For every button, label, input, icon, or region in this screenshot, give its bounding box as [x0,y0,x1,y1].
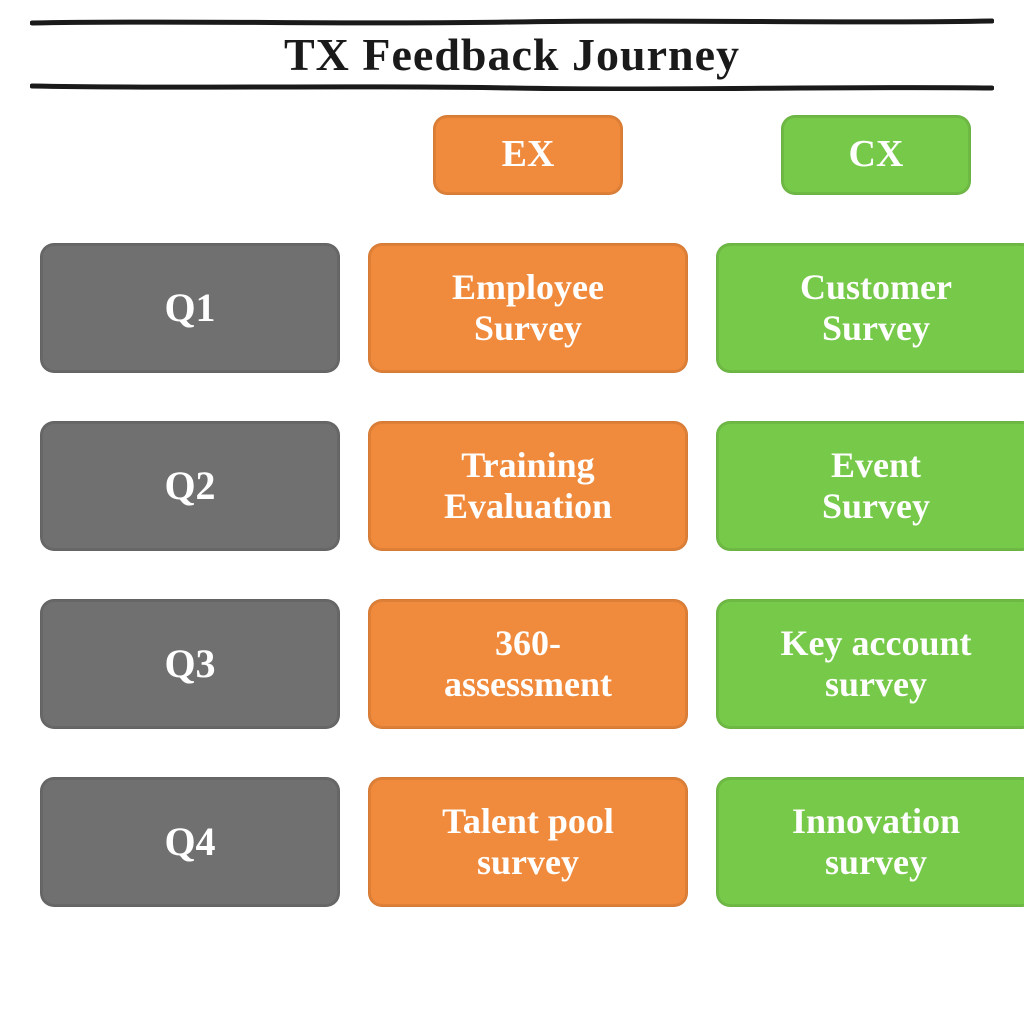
quarter-label-q1: Q1 [40,243,340,373]
quarter-text: Q3 [164,641,215,687]
cx-cell-text: Customer Survey [800,267,952,350]
journey-grid: EX CX Q1 Employee Survey Customer Survey… [30,115,994,907]
title-block: TX Feedback Journey [30,20,994,87]
cx-cell-text: Innovation survey [792,801,960,884]
column-header-ex: EX [433,115,623,195]
ex-cell-q3: 360- assessment [368,599,688,729]
quarter-label-q4: Q4 [40,777,340,907]
quarter-text: Q2 [164,463,215,509]
cx-cell-q1: Customer Survey [716,243,1024,373]
page-title: TX Feedback Journey [30,28,994,81]
column-header-cx: CX [781,115,971,195]
ex-cell-text: Talent pool survey [442,801,614,884]
title-rule-top [30,18,994,26]
ex-cell-q4: Talent pool survey [368,777,688,907]
title-rule-bottom [30,83,994,91]
ex-cell-text: Training Evaluation [444,445,612,528]
column-header-label: EX [502,133,555,177]
cx-cell-q3: Key account survey [716,599,1024,729]
cx-cell-q2: Event Survey [716,421,1024,551]
column-header-label: CX [849,133,904,177]
cx-cell-text: Key account survey [781,623,972,706]
quarter-label-q2: Q2 [40,421,340,551]
ex-cell-text: 360- assessment [444,623,612,706]
quarter-text: Q1 [164,285,215,331]
ex-cell-q2: Training Evaluation [368,421,688,551]
quarter-label-q3: Q3 [40,599,340,729]
quarter-text: Q4 [164,819,215,865]
cx-cell-text: Event Survey [822,445,930,528]
cx-cell-q4: Innovation survey [716,777,1024,907]
ex-cell-q1: Employee Survey [368,243,688,373]
ex-cell-text: Employee Survey [452,267,604,350]
